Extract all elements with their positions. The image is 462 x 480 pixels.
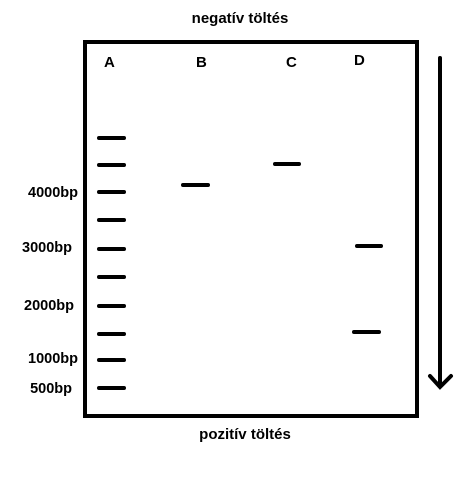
- ladder-label-4000: 4000bp: [28, 185, 78, 201]
- lane-label-a: A: [104, 54, 115, 71]
- negative-charge-label: negatív töltés: [191, 10, 289, 27]
- lane-label-c: C: [286, 54, 297, 71]
- ladder-label-500: 500bp: [30, 381, 72, 397]
- ladder-label-1000: 1000bp: [28, 351, 78, 367]
- positive-charge-label: pozitív töltés: [199, 426, 291, 443]
- lane-label-d: D: [354, 52, 365, 69]
- ladder-label-3000: 3000bp: [22, 240, 72, 256]
- lane-label-b: B: [196, 54, 207, 71]
- gel-frame: [83, 40, 419, 418]
- arrow-down-icon: [428, 56, 453, 390]
- ladder-label-2000: 2000bp: [24, 298, 74, 314]
